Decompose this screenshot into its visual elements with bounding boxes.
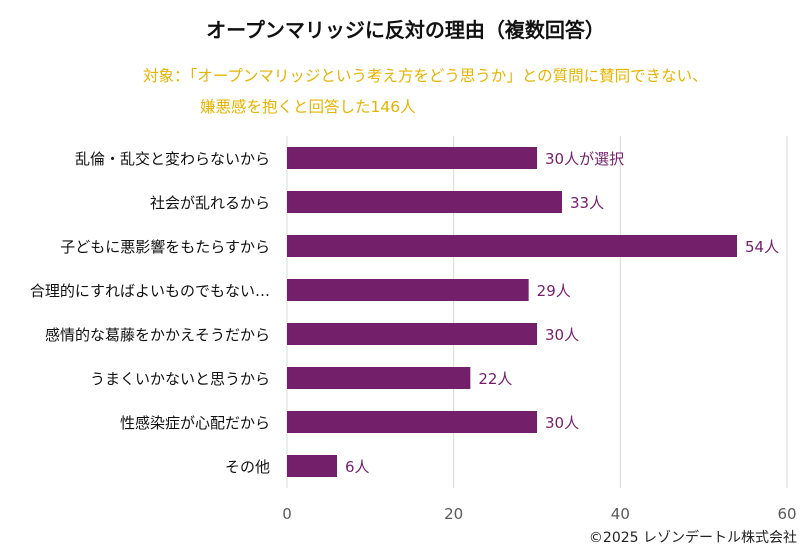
bar (287, 191, 562, 213)
category-label: その他 (225, 458, 270, 476)
x-tick-label: 40 (611, 505, 630, 523)
bar (287, 367, 471, 389)
category-label: 子どもに悪影響をもたらすから (60, 238, 270, 256)
x-tick-label: 0 (282, 505, 292, 523)
bar (287, 455, 337, 477)
data-label: 30人 (545, 326, 579, 344)
category-label: 感情的な葛藤をかかえそうだから (45, 326, 270, 344)
data-label: 30人 (545, 414, 579, 432)
data-label: 30人が選択 (545, 150, 624, 168)
data-label: 54人 (745, 238, 779, 256)
copyright-credit: ©2025 レゾンデートル株式会社 (588, 530, 797, 546)
x-tick-label: 20 (444, 505, 463, 523)
data-label: 6人 (345, 458, 370, 476)
chart-subtitle-line1: 対象：「オープンマリッジという考え方をどう思うか」との質問に賛同できない、 (143, 67, 708, 85)
data-label: 22人 (478, 370, 512, 388)
data-label: 29人 (537, 282, 571, 300)
bar (287, 323, 537, 345)
chart-title: オープンマリッジに反対の理由（複数回答） (206, 18, 605, 42)
category-label: 性感染症が心配だから (120, 414, 270, 432)
category-label: 社会が乱れるから (150, 194, 270, 212)
category-label: うまくいかないと思うから (90, 370, 270, 388)
bar (287, 235, 737, 257)
chart-subtitle-line2: 嫌悪感を抱くと回答した146人 (200, 98, 416, 116)
data-label: 33人 (570, 194, 604, 212)
category-label: 乱倫・乱交と変わらないから (75, 150, 270, 168)
bar (287, 279, 529, 301)
bar (287, 147, 537, 169)
category-label: 合理的にすればよいものでもない… (30, 282, 270, 300)
x-tick-label: 60 (777, 505, 796, 523)
bar (287, 411, 537, 433)
